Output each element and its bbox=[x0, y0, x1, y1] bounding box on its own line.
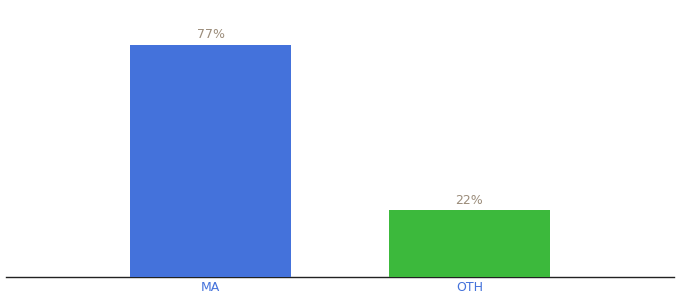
Bar bbox=[131, 45, 291, 277]
Text: 77%: 77% bbox=[197, 28, 224, 41]
Text: 22%: 22% bbox=[456, 194, 483, 207]
Bar bbox=[389, 210, 549, 277]
